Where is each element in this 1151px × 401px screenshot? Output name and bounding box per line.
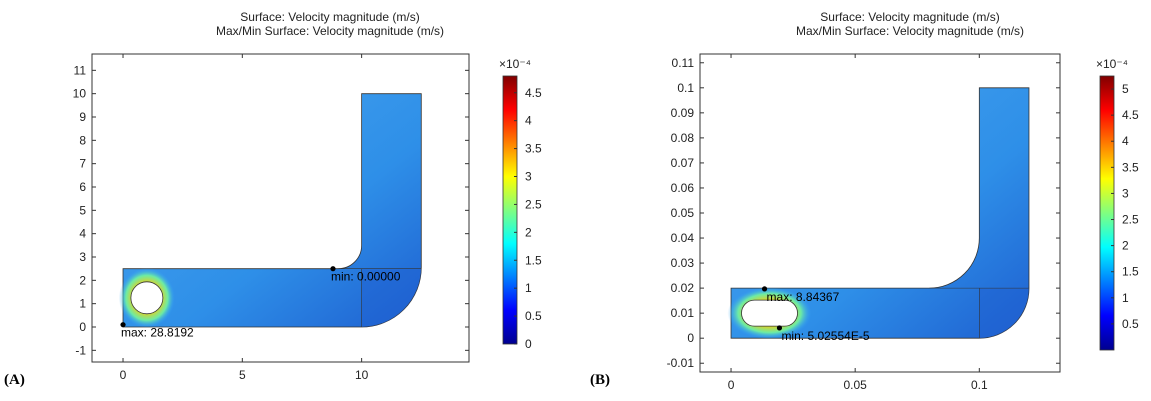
y-tick-label: -1 — [75, 343, 86, 357]
velocity-plot-b: -0.01 0 0.01 0.02 0.03 0.04 0.05 0.06 0.07 0.08 0.… — [667, 53, 1139, 392]
y-tick-label: 0.1 — [677, 81, 694, 95]
colorbar-tick-label: 3 — [1122, 186, 1129, 200]
colorbar-tick-label: 0.5 — [1122, 317, 1139, 331]
panel-label: (A) — [4, 372, 25, 388]
colorbar-tick-label: 3.5 — [525, 142, 542, 156]
colorbar-exponent: ×10⁻⁴ — [499, 57, 531, 71]
y-tick-label: 0.07 — [671, 156, 695, 170]
corner-shading — [361, 267, 422, 327]
chart-title-line-1: Surface: Velocity magnitude (m/s) — [240, 10, 420, 24]
colorbar-tick-label: 5 — [1122, 82, 1129, 96]
max-annotation: max: 28.8192 — [121, 326, 194, 340]
colorbar-tick-label: 1.5 — [525, 253, 542, 267]
x-tick-label: 0 — [120, 368, 127, 382]
colorbar-tick-label: 1 — [1122, 291, 1129, 305]
colorbar — [502, 75, 518, 345]
colorbar-tick-label: 4 — [1122, 134, 1129, 148]
y-tick-label: 0.08 — [671, 131, 695, 145]
y-tick-label: 0.06 — [671, 181, 695, 195]
colorbar-tick-label: 2.5 — [1122, 213, 1139, 227]
y-tick-label: 0.04 — [671, 231, 695, 245]
y-tick-label: 0.03 — [671, 256, 695, 270]
colorbar-tick-label: 4.5 — [1122, 108, 1139, 122]
y-tick-label: 3 — [79, 250, 86, 264]
y-tick-label: 9 — [79, 110, 86, 124]
y-tick-label: 0.02 — [671, 281, 695, 295]
x-tick-label: 0.1 — [971, 378, 988, 392]
x-tick-label: 10 — [355, 368, 369, 382]
chart-title-line-2: Max/Min Surface: Velocity magnitude (m/s… — [215, 24, 445, 38]
y-tick-label: 0.11 — [672, 56, 695, 70]
colorbar — [1099, 75, 1115, 351]
y-tick-label: 4 — [79, 227, 86, 241]
colorbar-tick-label: 0.5 — [525, 309, 542, 323]
max-marker — [120, 322, 126, 328]
y-tick-label: 1 — [79, 297, 86, 311]
colorbar-tick-label: 4 — [525, 114, 532, 128]
y-tick-label: 10 — [73, 87, 87, 101]
colorbar-tick-label: 0 — [525, 337, 532, 351]
colorbar-tick-label: 3.5 — [1122, 160, 1139, 174]
chart-title: Surface: Velocity magnitude (m/s) Max/Mi… — [680, 10, 1140, 38]
min-marker — [776, 325, 783, 331]
x-tick-label: 5 — [239, 368, 246, 382]
y-tick-label: 7 — [79, 157, 86, 171]
y-tick-label: 2 — [79, 273, 86, 287]
colorbar-tick-label: 3 — [525, 170, 532, 184]
y-tick-label: 6 — [79, 180, 86, 194]
min-annotation: min: 0.00000 — [331, 270, 401, 284]
y-tick-label: 5 — [79, 203, 86, 217]
min-marker — [330, 266, 336, 272]
x-tick-label: 0.05 — [843, 378, 867, 392]
y-tick-label: 11 — [74, 63, 87, 77]
y-tick-label: 0.05 — [671, 206, 695, 220]
panel-b: Surface: Velocity magnitude (m/s) Max/Mi… — [590, 0, 1151, 401]
y-tick-label: 0 — [79, 320, 86, 334]
max-marker — [761, 286, 768, 292]
colorbar-tick-label: 1.5 — [1122, 265, 1139, 279]
min-annotation: min: 5.02554E-5 — [781, 329, 869, 343]
max-annotation: max: 8.84367 — [767, 290, 840, 304]
colorbar-tick-label: 1 — [525, 281, 532, 295]
panel-a: Surface: Velocity magnitude (m/s) Max/Mi… — [0, 0, 570, 401]
chart-title-line-2: Max/Min Surface: Velocity magnitude (m/s… — [795, 24, 1025, 38]
colorbar-exponent: ×10⁻⁴ — [1096, 57, 1128, 71]
chart-title: Surface: Velocity magnitude (m/s) Max/Mi… — [90, 10, 570, 38]
cylinder-obstacle — [130, 281, 164, 315]
colorbar-tick-label: 4.5 — [525, 86, 542, 100]
colorbar-tick-label: 2.5 — [525, 197, 542, 211]
corner-shading — [979, 288, 1029, 339]
y-tick-label: 8 — [79, 133, 86, 147]
x-tick-label: 0 — [728, 378, 735, 392]
chart-title-line-1: Surface: Velocity magnitude (m/s) — [820, 10, 1000, 24]
panel-label: (B) — [590, 372, 610, 388]
y-tick-label: 0.01 — [671, 306, 695, 320]
y-tick-label: -0.01 — [667, 356, 695, 370]
colorbar-tick-label: 2 — [525, 225, 532, 239]
colorbar-tick-label: 2 — [1122, 239, 1129, 253]
y-tick-label: 0.09 — [671, 106, 695, 120]
capsule-obstacle — [741, 299, 798, 327]
y-tick-label: 0 — [687, 331, 694, 345]
